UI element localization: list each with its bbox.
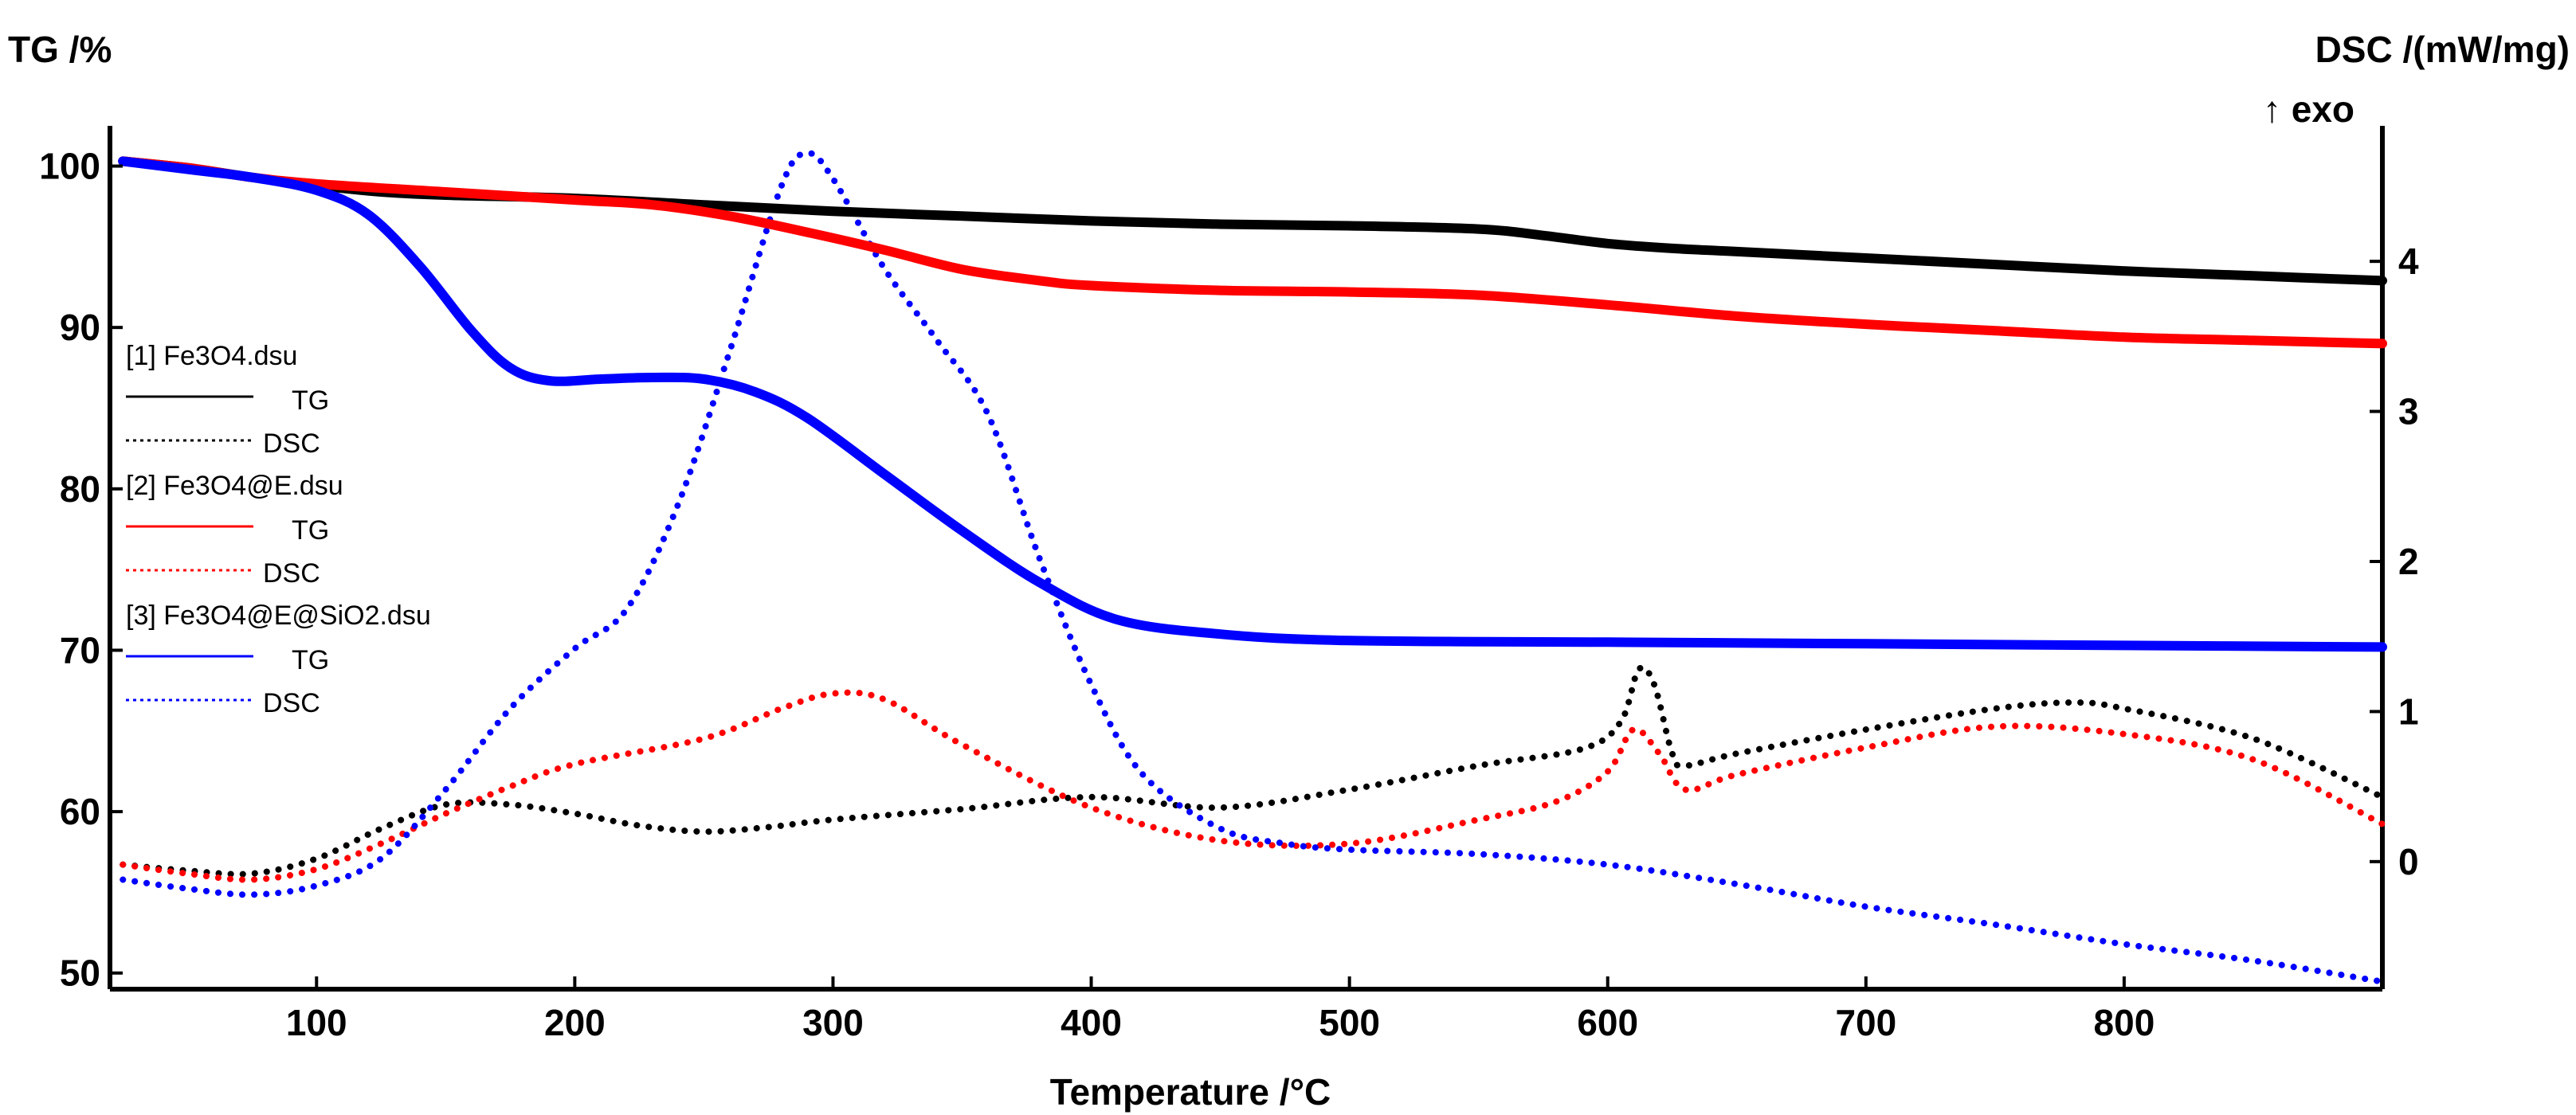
series-layer [118, 150, 2387, 985]
left-axis-title: TG /% [8, 29, 112, 70]
x-tick-label: 200 [544, 1002, 606, 1043]
fe3o4-e-sio2-tg-line [118, 156, 2387, 652]
x-tick-label: 700 [1835, 1002, 1896, 1043]
ticks-layer: 100 200 300 400 500 600 700 800 50 60 70 80 90 100 0 1 2… [39, 146, 2419, 1043]
fe3o4-e-sio2-dsc-line [120, 150, 2386, 985]
legend-tg-label-2: TG [292, 515, 329, 546]
left-y-tick-label: 90 [60, 307, 100, 348]
x-tick-label: 500 [1319, 1002, 1380, 1043]
legend-tg-label-3: TG [292, 645, 329, 675]
legend-tg-label-1: TG [292, 385, 329, 416]
legend: [1] Fe3O4.dsu TG DSC [2] Fe3O4@E.dsu TG DSC [3… [126, 341, 431, 718]
x-tick-label: 600 [1577, 1002, 1638, 1043]
x-tick-label: 400 [1061, 1002, 1122, 1043]
left-y-tick-label: 50 [60, 953, 100, 994]
legend-dsc-label-3: DSC [263, 688, 320, 718]
right-axis-title: DSC /(mW/mg) [2315, 29, 2570, 70]
left-y-tick-label: 100 [39, 146, 100, 187]
fe3o4-e-tg-line [118, 156, 2387, 349]
legend-dsc-label-1: DSC [263, 428, 320, 459]
left-y-tick-label: 60 [60, 791, 100, 832]
fe3o4-tg-line [118, 156, 2387, 286]
legend-dsc-label-2: DSC [263, 558, 320, 589]
plot-frame [108, 126, 2385, 992]
left-y-tick-label: 70 [60, 629, 100, 671]
x-tick-label: 300 [802, 1002, 864, 1043]
x-tick-label: 800 [2094, 1002, 2155, 1043]
x-tick-label: 100 [286, 1002, 347, 1043]
legend-header-2: [2] Fe3O4@E.dsu [126, 471, 343, 501]
right-y-tick-label: 2 [2398, 541, 2419, 582]
legend-header-3: [3] Fe3O4@E@SiO2.dsu [126, 601, 431, 631]
x-axis-title: Temperature /°C [1050, 1071, 1331, 1113]
fe3o4-dsc-line [120, 663, 2386, 878]
right-y-tick-label: 3 [2398, 391, 2419, 432]
right-y-tick-label: 0 [2398, 841, 2419, 882]
right-y-tick-label: 1 [2398, 691, 2419, 732]
exo-indicator: ↑ exo [2263, 88, 2354, 130]
right-y-tick-label: 4 [2398, 241, 2419, 282]
left-y-tick-label: 80 [60, 468, 100, 510]
fe3o4-e-dsc-line [120, 689, 2386, 883]
legend-header-1: [1] Fe3O4.dsu [126, 341, 297, 371]
